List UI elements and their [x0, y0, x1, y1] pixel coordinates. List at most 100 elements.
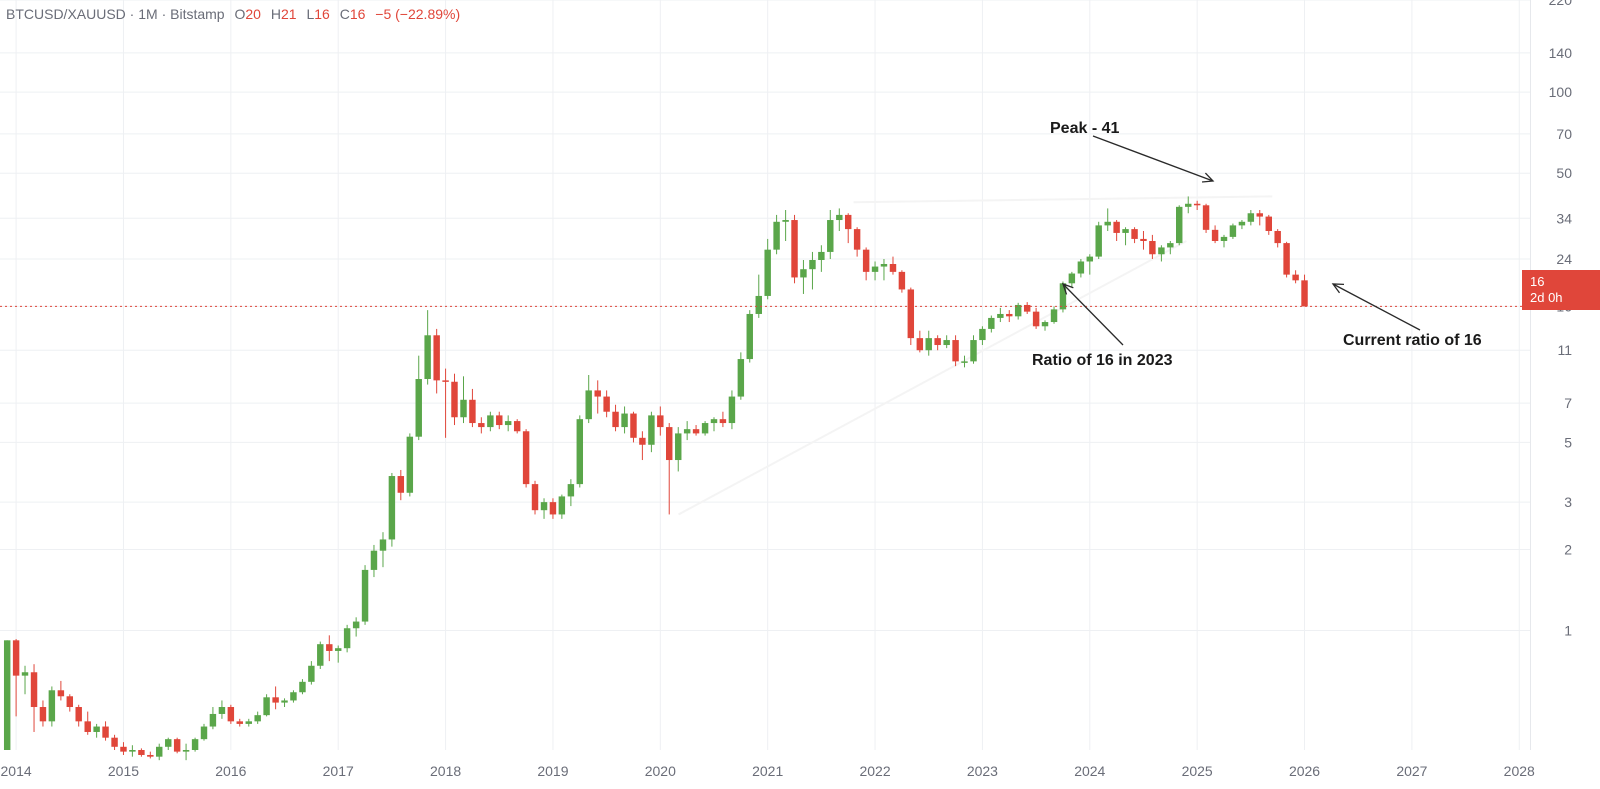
x-tick-label: 2014: [1, 763, 32, 779]
candle-body: [504, 421, 512, 426]
candle-body: [567, 484, 575, 497]
candle-body: [675, 433, 682, 461]
y-tick-label: 34: [1556, 210, 1572, 226]
candle-body: [1265, 216, 1272, 231]
candle-body: [558, 496, 566, 515]
candle-body: [496, 415, 503, 426]
candle-body: [1014, 304, 1022, 317]
candle-body: [352, 621, 360, 629]
candle-body: [451, 381, 458, 418]
candle-body: [1158, 247, 1165, 255]
candle-body: [12, 640, 20, 676]
candle-body: [200, 726, 208, 740]
candle-body: [728, 396, 736, 424]
candle-body: [612, 411, 619, 428]
peak-arrow-head: [1201, 172, 1215, 183]
y-tick-label: 3: [1564, 494, 1572, 510]
x-tick-label: 2019: [537, 763, 568, 779]
candle-body: [1023, 304, 1031, 312]
current-ratio-arrow: [1332, 283, 1421, 331]
candle-body: [57, 690, 65, 697]
candle-body: [326, 644, 333, 651]
close-value: 16: [349, 6, 366, 22]
candle-body: [290, 692, 297, 701]
candle-body: [397, 476, 405, 493]
candle-body: [129, 750, 136, 752]
candle-body: [120, 746, 127, 752]
candle-body: [1292, 274, 1299, 281]
candle-body: [487, 415, 494, 428]
candle-body: [639, 437, 646, 445]
candle-body: [218, 707, 226, 714]
candle-body: [299, 681, 306, 693]
candle-body: [827, 220, 834, 252]
annotation-arrows: [0, 135, 1530, 346]
candle-body: [1050, 309, 1058, 323]
candle-body: [334, 648, 342, 651]
x-tick-label: 2017: [323, 763, 354, 779]
candle-body: [1086, 256, 1094, 262]
y-tick-label: 50: [1556, 165, 1572, 181]
candle-body: [844, 214, 852, 230]
candle-body: [1274, 230, 1281, 244]
current-ratio-annotation: Current ratio of 16: [1343, 332, 1482, 349]
candle-body: [907, 289, 915, 339]
candle-body: [540, 502, 548, 511]
y-tick-label: 7: [1564, 395, 1572, 411]
candle-body: [970, 340, 977, 362]
y-tick-label: 1: [1564, 623, 1572, 639]
candle-body: [898, 271, 906, 290]
candle-body: [961, 361, 968, 363]
candle-body: [594, 390, 601, 397]
candle-body: [916, 338, 924, 351]
candle-body: [272, 697, 279, 703]
candle-body: [1220, 236, 1228, 241]
candle-body: [701, 423, 709, 434]
candle-body: [648, 415, 655, 445]
candle-body: [764, 249, 771, 296]
candle-body: [666, 427, 673, 461]
candle-body: [406, 436, 414, 493]
candle-body: [934, 338, 941, 346]
candle-body: [415, 379, 422, 437]
candle-body: [531, 484, 539, 511]
candle-body: [630, 413, 637, 438]
candle-body: [603, 396, 610, 412]
candle-body: [156, 746, 163, 757]
x-tick-label: 2016: [215, 763, 246, 779]
candle-body: [48, 690, 56, 722]
candle-body: [1167, 243, 1174, 248]
x-tick-label: 2022: [859, 763, 890, 779]
candle-body: [880, 263, 888, 267]
y-tick-label: 2: [1564, 542, 1572, 558]
candle-body: [1032, 311, 1040, 327]
candle-body: [657, 415, 664, 428]
y-tick-label: 5: [1564, 434, 1572, 450]
trendline: [678, 240, 1187, 516]
candle-body: [683, 429, 691, 434]
candle-body: [943, 340, 950, 346]
candle-body: [102, 726, 109, 738]
candle-body: [182, 750, 190, 752]
high-value: 21: [280, 6, 297, 22]
candle-body: [379, 539, 387, 551]
x-tick-label: 2028: [1504, 763, 1535, 779]
symbol-label: BTCUSD/XAUUSD · 1M · Bitstamp: [6, 6, 225, 22]
candle-body: [227, 707, 235, 722]
candle-body: [1229, 225, 1237, 237]
candle-body: [388, 476, 396, 540]
trendline: [853, 195, 1273, 204]
candle-body: [39, 707, 47, 722]
candle-body: [782, 220, 789, 222]
candle-body: [1176, 206, 1183, 244]
change-value: −5 (−22.89%): [375, 6, 461, 22]
candle-body: [442, 380, 449, 382]
candle-body: [370, 550, 378, 570]
ratio-2023-annotation: Ratio of 16 in 2023: [1032, 352, 1173, 369]
y-tick-label: 220: [1549, 0, 1573, 8]
candle-body: [800, 269, 807, 278]
candles: [3, 196, 1308, 761]
candle-body: [576, 419, 584, 485]
